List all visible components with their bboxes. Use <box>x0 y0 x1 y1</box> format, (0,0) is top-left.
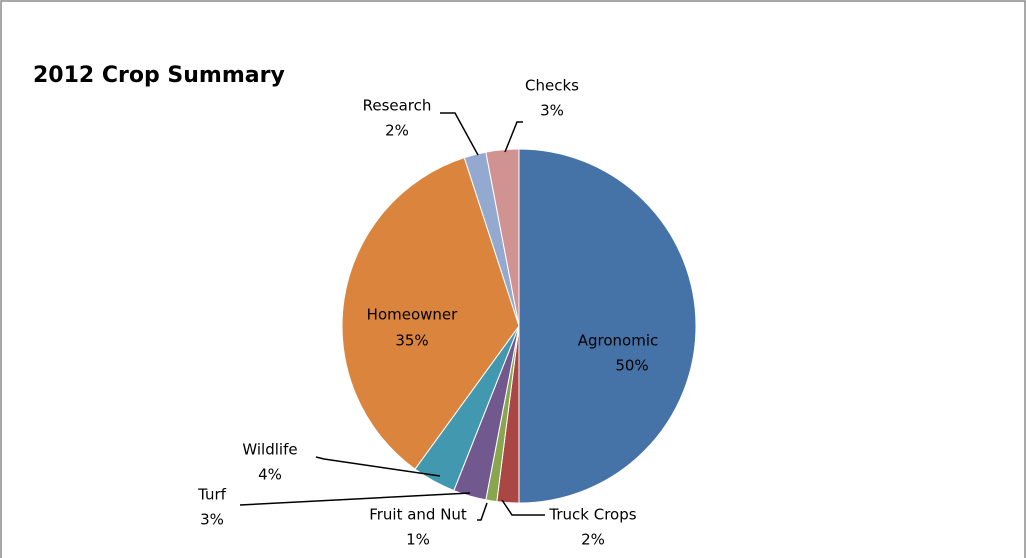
slice-label: Homeowner <box>367 306 458 324</box>
slice-label: Turf <box>197 486 227 504</box>
slice-value-label: 2% <box>385 122 409 140</box>
slice-label: Wildlife <box>242 441 297 459</box>
pie-slice <box>341 157 520 470</box>
pie-slice <box>485 148 520 327</box>
slice-label: Agronomic <box>578 332 659 350</box>
slice-value-label: 50% <box>615 357 648 375</box>
leader-line <box>477 502 488 521</box>
slice-value-label: 35% <box>395 332 428 350</box>
slice-label: Truck Crops <box>548 506 636 524</box>
leader-line <box>504 121 523 153</box>
leader-line <box>440 112 479 156</box>
leader-line <box>315 456 441 477</box>
pie-slice <box>518 148 697 504</box>
slice-value-label: 4% <box>258 466 282 484</box>
slice-label: Fruit and Nut <box>369 506 467 524</box>
slice-value-label: 3% <box>200 511 224 529</box>
slice-label: Research <box>363 97 432 115</box>
chart-title: 2012 Crop Summary <box>33 63 285 88</box>
slice-label: Checks <box>525 77 579 95</box>
slice-value-label: 1% <box>406 531 430 549</box>
slice-value-label: 3% <box>540 102 564 120</box>
leader-line <box>239 492 471 506</box>
leader-line <box>501 499 545 516</box>
slice-value-label: 2% <box>581 531 605 549</box>
